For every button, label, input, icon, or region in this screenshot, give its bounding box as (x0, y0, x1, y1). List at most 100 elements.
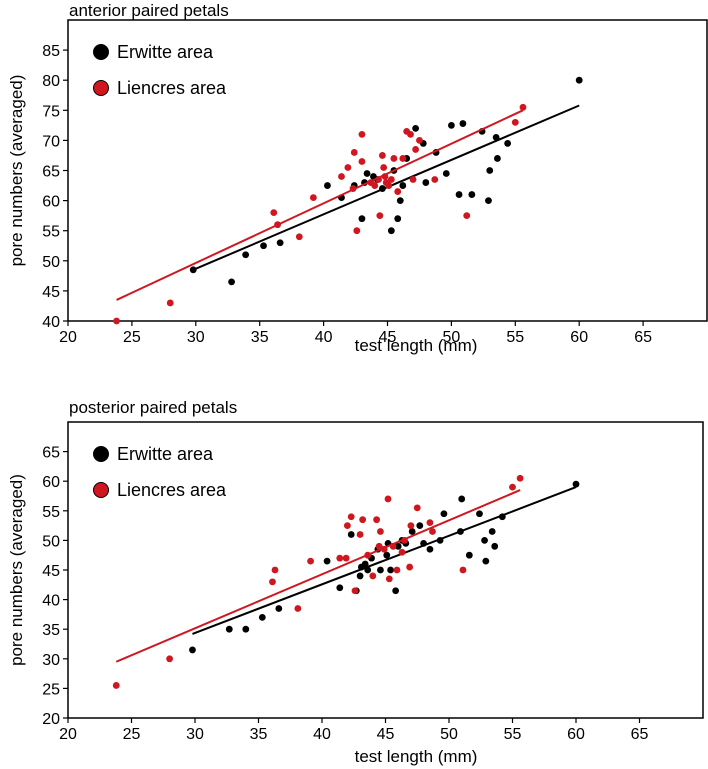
data-point (269, 578, 276, 586)
y-tick-label: 20 (42, 711, 60, 728)
data-point (393, 566, 401, 574)
x-tick-label: 65 (631, 726, 649, 743)
data-point (353, 227, 361, 235)
y-tick-label: 25 (42, 681, 60, 698)
data-point (380, 545, 388, 553)
data-point (228, 278, 235, 286)
data-point (342, 554, 350, 562)
data-point (385, 182, 393, 189)
x-tick-label: 40 (315, 329, 333, 346)
data-point (492, 133, 500, 141)
series-liencres (113, 103, 527, 325)
data-point (377, 528, 384, 535)
data-point (356, 531, 364, 538)
data-point (455, 191, 463, 198)
x-tick-label: 20 (59, 726, 77, 743)
data-point (575, 76, 583, 84)
data-point (387, 566, 394, 574)
data-point (364, 551, 372, 559)
trend-line (115, 489, 521, 663)
data-point (294, 605, 302, 612)
data-point (381, 173, 389, 180)
data-point (407, 522, 415, 529)
data-point (113, 317, 120, 325)
data-point (394, 188, 402, 195)
data-point (369, 572, 377, 580)
x-tick-label: 35 (251, 329, 269, 346)
data-point (488, 528, 496, 535)
data-point (394, 215, 402, 223)
data-point (242, 251, 250, 259)
chart-title: anterior paired petals (69, 1, 229, 20)
data-point (509, 483, 516, 491)
data-point (485, 197, 492, 205)
data-point (511, 118, 519, 126)
data-point (398, 548, 406, 556)
trend-line (116, 109, 524, 301)
legend-marker (93, 482, 109, 498)
y-tick-label: 55 (42, 224, 60, 241)
x-tick-label: 65 (634, 329, 652, 346)
data-point (260, 242, 267, 250)
data-point (384, 495, 392, 503)
data-point (378, 152, 386, 159)
data-point (387, 227, 395, 235)
data-point (363, 170, 371, 177)
series-liencres (112, 474, 524, 689)
x-tick-label: 55 (504, 726, 522, 743)
data-point (468, 191, 476, 198)
data-point (377, 566, 384, 574)
legend-label: Liencres area (117, 78, 227, 98)
data-point (498, 513, 506, 521)
x-tick-label: 40 (313, 726, 331, 743)
data-point (385, 575, 393, 583)
data-point (347, 513, 355, 521)
data-point (361, 560, 369, 568)
data-point (276, 239, 284, 247)
series-erwitte (189, 480, 580, 654)
data-point (380, 164, 388, 171)
data-point (481, 537, 488, 544)
x-tick-label: 50 (443, 329, 461, 346)
plot-frame (67, 19, 708, 322)
data-point (358, 130, 366, 138)
data-point (270, 209, 278, 217)
data-point (189, 646, 196, 654)
y-tick-label: 80 (42, 73, 60, 90)
data-point (482, 557, 490, 565)
data-point (351, 587, 359, 595)
y-tick-label: 75 (42, 103, 60, 120)
data-point (408, 528, 416, 535)
y-tick-label: 40 (42, 314, 60, 331)
data-point (371, 182, 379, 189)
data-point (459, 566, 467, 574)
chart-panel-2: posterior paired petals 20 25 30 35 40 45 50 55 6… (7, 398, 704, 766)
data-point (387, 176, 395, 183)
y-tick-label: 50 (42, 533, 60, 550)
data-point (401, 537, 408, 544)
legend: Erwitte area Liencres area (93, 444, 227, 500)
data-point (413, 504, 421, 512)
trend-line (192, 486, 577, 635)
y-tick-label: 60 (42, 194, 60, 211)
y-tick-label: 30 (42, 652, 60, 669)
data-point (458, 495, 466, 503)
data-point (416, 137, 423, 144)
data-point (390, 155, 398, 162)
data-point (572, 480, 580, 488)
legend-label: Erwitte area (117, 444, 214, 464)
data-point (392, 587, 400, 595)
data-point (412, 146, 420, 153)
data-point (436, 537, 444, 544)
data-point (344, 522, 351, 529)
y-tick-label: 70 (42, 133, 60, 150)
data-point (358, 158, 366, 165)
data-point (166, 299, 174, 307)
data-point (375, 176, 382, 183)
data-point (225, 625, 233, 633)
x-tick-label: 30 (186, 726, 204, 743)
data-point (426, 545, 434, 553)
data-point (448, 121, 455, 129)
data-point (409, 176, 417, 183)
